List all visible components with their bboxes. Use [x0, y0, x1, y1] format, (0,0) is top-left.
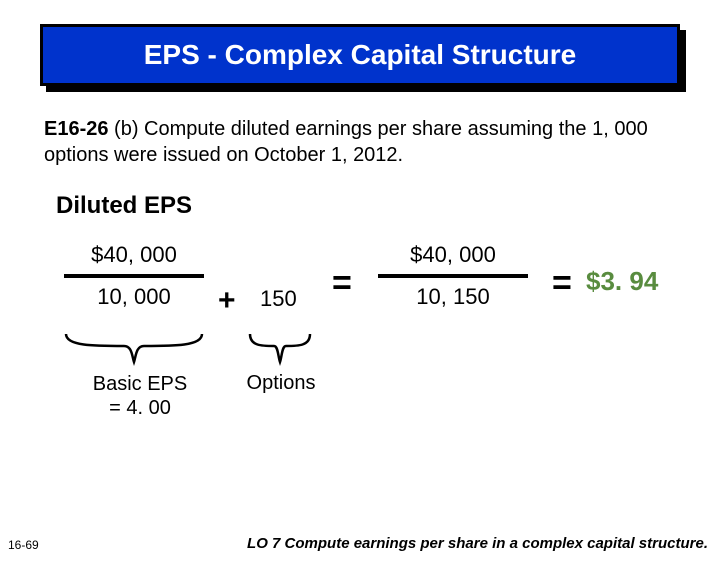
brace-row — [0, 332, 720, 372]
fraction-basic: $40, 000 10, 000 — [64, 238, 204, 314]
frac1-bar — [64, 274, 204, 278]
page-title: EPS - Complex Capital Structure — [144, 39, 577, 71]
basic-eps-line1: Basic EPS — [93, 373, 187, 395]
problem-label: E16-26 — [44, 118, 109, 140]
brace-options-icon — [248, 332, 312, 366]
learning-objective: LO 7 Compute earnings per share in a com… — [247, 535, 708, 552]
frac2-denominator: 10, 150 — [378, 280, 528, 314]
slide-number: 16-69 — [8, 538, 39, 552]
title-box: EPS - Complex Capital Structure — [40, 24, 680, 86]
equals-1: = — [332, 264, 352, 303]
basic-eps-label: Basic EPS = 4. 00 — [70, 372, 210, 420]
fraction-diluted: $40, 000 10, 150 — [378, 238, 528, 314]
calculation-row: $40, 000 10, 000 + 150 = $40, 000 10, 15… — [0, 238, 720, 328]
equals-2: = — [552, 264, 572, 303]
title-bar: EPS - Complex Capital Structure — [40, 24, 680, 86]
frac1-denominator: 10, 000 — [64, 280, 204, 314]
basic-eps-line2: = 4. 00 — [109, 397, 171, 419]
frac2-numerator: $40, 000 — [378, 238, 528, 272]
options-label: Options — [236, 372, 326, 395]
result-value: $3. 94 — [586, 266, 658, 297]
plus-sign: + — [218, 284, 236, 318]
brace-basic-icon — [64, 332, 204, 366]
frac1-numerator: $40, 000 — [64, 238, 204, 272]
problem-text: (b) Compute diluted earnings per share a… — [44, 118, 648, 166]
frac2-bar — [378, 274, 528, 278]
problem-statement: E16-26 (b) Compute diluted earnings per … — [44, 116, 676, 168]
options-addend: 150 — [260, 286, 297, 312]
section-heading: Diluted EPS — [56, 192, 720, 220]
